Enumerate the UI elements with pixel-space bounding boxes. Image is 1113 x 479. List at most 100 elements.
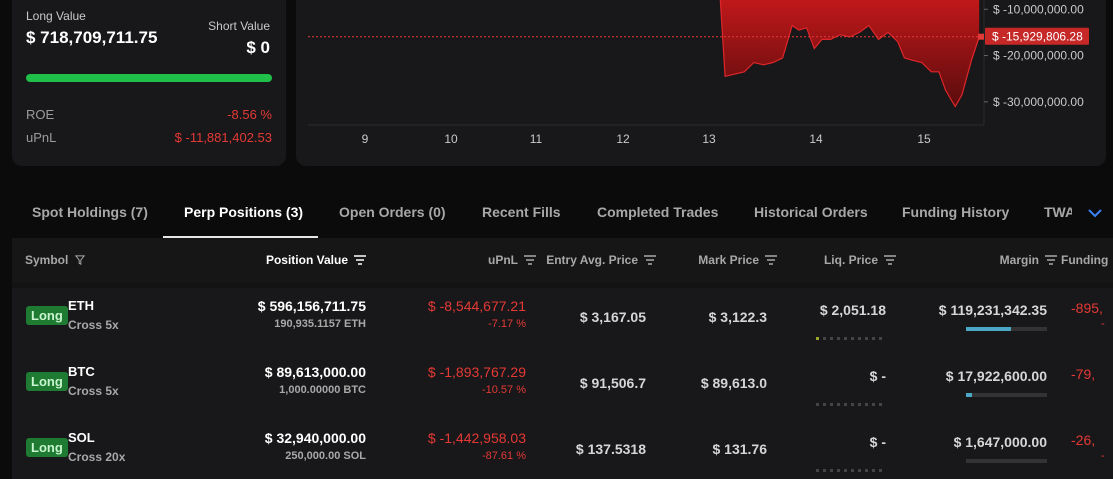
- symbol[interactable]: ETH: [68, 298, 94, 313]
- margin-usage-fill: [966, 327, 1011, 331]
- liq-risk-dot: [823, 403, 826, 406]
- liq-risk-dot: [879, 403, 882, 406]
- liq-risk-dot: [844, 469, 847, 472]
- table-row[interactable]: Long BTC Cross 5x $ 89,613,000.00 1,000.…: [12, 354, 1113, 420]
- liq-risk-dot: [816, 469, 819, 472]
- x-tick-label: 10: [444, 132, 458, 146]
- liq-risk-dot: [830, 469, 833, 472]
- upnl-percent: -7.17 %: [488, 318, 526, 330]
- roe-label: ROE: [26, 107, 55, 122]
- upnl-value: $ -1,893,767.29: [427, 364, 526, 380]
- mark-price: $ 131.76: [712, 441, 768, 457]
- col-margin[interactable]: Margin: [1000, 253, 1057, 267]
- tab-historical-orders[interactable]: Historical Orders: [754, 204, 868, 220]
- pnl-chart[interactable]: $ -10,000,000.00 $ -20,000,000.00 $ -30,00…: [296, 0, 1106, 166]
- liq-risk-dot: [851, 403, 854, 406]
- position-size: 1,000.00000 BTC: [279, 384, 366, 396]
- position-size: 190,935.1157 ETH: [274, 318, 366, 330]
- x-tick-label: 14: [809, 132, 823, 146]
- col-entry-price-label: Entry Avg. Price: [546, 253, 638, 267]
- current-value-label: $ -15,929,806.28: [992, 30, 1083, 44]
- side-badge: Long: [26, 372, 68, 391]
- sort-icon[interactable]: [644, 255, 656, 265]
- x-tick-label: 11: [530, 132, 543, 146]
- tab-completed-trades[interactable]: Completed Trades: [597, 204, 719, 220]
- sort-icon[interactable]: [524, 255, 536, 265]
- liq-risk-dot: [823, 469, 826, 472]
- table-row[interactable]: Long ETH Cross 5x $ 596,156,711.75 190,9…: [12, 288, 1113, 354]
- sort-icon[interactable]: [765, 255, 777, 265]
- entry-price: $ 3,167.05: [579, 309, 646, 325]
- liq-risk-dot: [851, 337, 854, 340]
- y-tick-label: $ -30,000,000.00: [993, 95, 1084, 109]
- col-margin-label: Margin: [999, 253, 1039, 267]
- tab-bar: Spot Holdings (7) Perp Positions (3) Ope…: [12, 190, 1113, 238]
- sort-icon[interactable]: [1045, 255, 1057, 265]
- x-tick-label: 9: [362, 132, 369, 146]
- liq-risk-dot: [816, 403, 819, 406]
- liq-risk-dot: [879, 469, 882, 472]
- liq-risk-dot: [851, 469, 854, 472]
- sort-icon[interactable]: [884, 255, 896, 265]
- liq-risk-meter: [816, 393, 886, 406]
- entry-price: $ 137.5318: [575, 441, 646, 457]
- tab-funding-history[interactable]: Funding History: [902, 204, 1010, 220]
- margin-usage-bar: [966, 393, 1047, 397]
- side-badge: Long: [26, 306, 68, 325]
- roe-value: -8.56 %: [227, 107, 272, 122]
- col-liq-price[interactable]: Liq. Price: [824, 253, 896, 267]
- tab-recent-fills[interactable]: Recent Fills: [482, 204, 561, 220]
- liq-price: $ -: [869, 434, 886, 450]
- liq-risk-dot: [858, 403, 861, 406]
- upnl-label: uPnL: [26, 130, 57, 145]
- symbol[interactable]: SOL: [68, 430, 95, 445]
- mark-price: $ 89,613.0: [700, 375, 767, 391]
- col-symbol-label: Symbol: [25, 253, 69, 267]
- funding-value: -26,: [1071, 432, 1096, 448]
- y-tick-label: $ -10,000,000.00: [993, 2, 1084, 16]
- tab-open-orders[interactable]: Open Orders (0): [339, 204, 446, 220]
- x-tick-label: 12: [616, 132, 630, 146]
- liq-risk-dot: [816, 337, 819, 340]
- upnl-percent: -87.61 %: [481, 450, 526, 462]
- liq-risk-dot: [865, 337, 868, 340]
- table-row[interactable]: Long SOL Cross 20x $ 32,940,000.00 250,0…: [12, 420, 1113, 479]
- col-upnl-label: uPnL: [488, 253, 518, 267]
- side-badge: Long: [26, 438, 68, 457]
- liq-risk-dot: [858, 337, 861, 340]
- liq-risk-dot: [879, 337, 882, 340]
- pnl-chart-card: $ -10,000,000.00 $ -20,000,000.00 $ -30,00…: [296, 0, 1106, 166]
- tab-twap[interactable]: TWA: [1044, 204, 1072, 220]
- liq-price: $ -: [869, 368, 886, 384]
- position-value: $ 596,156,711.75: [257, 298, 366, 314]
- tab-spot-holdings[interactable]: Spot Holdings (7): [32, 204, 148, 220]
- liq-risk-dot: [872, 403, 875, 406]
- filter-icon[interactable]: [74, 255, 86, 265]
- long-short-ratio-bar: [26, 74, 272, 82]
- roe-row: ROE -8.56 %: [26, 107, 272, 122]
- margin-usage-fill: [966, 393, 973, 397]
- liq-risk-dot: [837, 469, 840, 472]
- col-position-value[interactable]: Position Value: [266, 253, 366, 267]
- funding-sub: -: [1101, 450, 1105, 462]
- liq-risk-dot: [837, 337, 840, 340]
- col-funding[interactable]: Funding: [1061, 253, 1113, 267]
- liq-price: $ 2,051.18: [819, 302, 886, 318]
- margin-value: $ 1,647,000.00: [953, 434, 1047, 450]
- col-funding-label: Funding: [1061, 253, 1109, 267]
- col-upnl[interactable]: uPnL: [488, 253, 536, 267]
- margin-mode: Cross 5x: [68, 384, 119, 398]
- col-mark-price-label: Mark Price: [698, 253, 759, 267]
- margin-mode: Cross 20x: [68, 450, 126, 464]
- chevron-down-icon[interactable]: [1086, 204, 1104, 222]
- position-value: $ 89,613,000.00: [264, 364, 366, 380]
- liq-risk-dot: [830, 403, 833, 406]
- col-mark-price[interactable]: Mark Price: [698, 253, 777, 267]
- sort-icon[interactable]: [354, 255, 366, 265]
- symbol[interactable]: BTC: [68, 364, 95, 379]
- col-entry-price[interactable]: Entry Avg. Price: [546, 253, 656, 267]
- liq-risk-dot: [844, 337, 847, 340]
- tab-perp-positions[interactable]: Perp Positions (3): [184, 204, 304, 220]
- short-value: $ 0: [246, 38, 270, 57]
- col-symbol[interactable]: Symbol: [25, 253, 86, 267]
